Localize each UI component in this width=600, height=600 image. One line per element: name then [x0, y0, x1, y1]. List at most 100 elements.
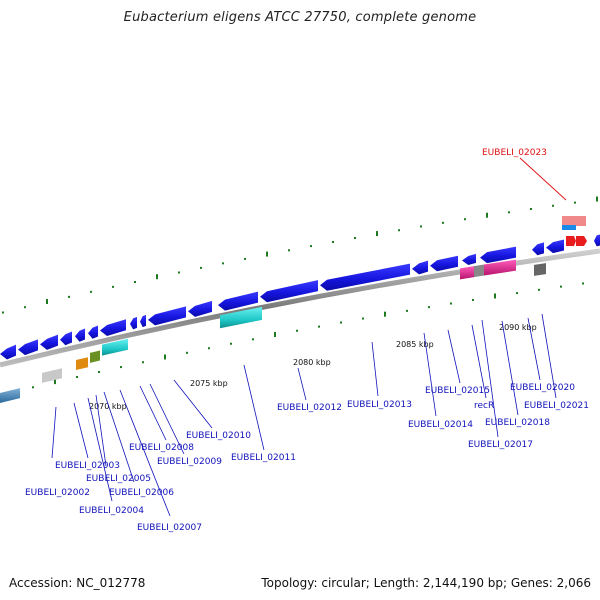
ring-tick	[428, 306, 430, 309]
gene-label[interactable]: EUBELI_02017	[468, 440, 533, 450]
ring-tick	[178, 271, 180, 274]
gene-arrow	[532, 242, 544, 256]
ring-tick	[90, 290, 92, 293]
gene-label[interactable]: EUBELI_02002	[25, 488, 90, 498]
gene-arrow	[566, 236, 576, 246]
gene-arrow	[40, 334, 58, 350]
leader-line	[87, 397, 113, 502]
leader-line	[73, 402, 89, 459]
leader-line	[51, 406, 57, 459]
ring-tick	[574, 201, 576, 204]
ring-tick	[318, 325, 320, 328]
ring-tick	[142, 361, 144, 364]
gene-box	[534, 263, 546, 276]
ring-tick	[46, 298, 48, 304]
leader-line	[423, 332, 437, 417]
gene-box	[460, 266, 474, 280]
gene-arrow	[546, 239, 564, 254]
ring-tick	[552, 204, 554, 207]
leader-line	[447, 329, 461, 384]
gene-label[interactable]: EUBELI_02013	[347, 400, 412, 410]
gene-box	[474, 264, 484, 278]
leader-line	[119, 389, 171, 517]
gene-arrow	[430, 255, 458, 272]
gene-label[interactable]: EUBELI_02018	[485, 418, 550, 428]
gene-arrow	[0, 344, 16, 360]
gene-arrow	[594, 234, 600, 247]
ring-tick	[472, 298, 474, 301]
ring-tick	[134, 280, 136, 283]
gene-label[interactable]: EUBELI_02003	[55, 461, 120, 471]
leader-line	[501, 320, 519, 416]
genome-summary-text: Topology: circular; Length: 2,144,190 bp…	[261, 576, 591, 590]
gene-label[interactable]: EUBELI_02015	[425, 386, 490, 396]
kbp-tick-label: 2070 kbp	[89, 402, 127, 411]
ring-tick	[582, 282, 584, 285]
gene-label[interactable]: EUBELI_02007	[137, 523, 202, 533]
gene-label[interactable]: EUBELI_02005	[86, 474, 151, 484]
leader-line	[95, 394, 107, 467]
ring-tick	[68, 295, 70, 298]
ring-tick	[230, 342, 232, 345]
ring-tick	[406, 309, 408, 312]
gene-arrow	[480, 246, 516, 264]
ring-tick	[442, 221, 444, 224]
gene-arrow	[576, 236, 587, 246]
gene-label[interactable]: EUBELI_02011	[231, 453, 296, 463]
ring-tick	[560, 285, 562, 288]
gene-label[interactable]: EUBELI_02021	[524, 401, 589, 411]
ring-tick	[2, 311, 4, 314]
ring-tick	[112, 285, 114, 288]
ring-tick	[186, 351, 188, 354]
ring-tick	[384, 311, 386, 317]
ring-tick	[420, 225, 422, 228]
leader-line	[371, 341, 379, 397]
ring-tick	[244, 257, 246, 260]
gene-box	[220, 306, 262, 329]
gene-box	[562, 216, 586, 226]
ring-tick	[332, 241, 334, 244]
gene-labels: EUBELI_02002 EUBELI_02003 EUBELI_02004 E…	[25, 148, 589, 533]
gene-arrow	[18, 339, 38, 356]
gene-label[interactable]: EUBELI_02009	[157, 457, 222, 467]
ring-tick	[208, 347, 210, 350]
ring-tick	[76, 376, 78, 379]
ring-tick	[486, 212, 488, 218]
accession-text: Accession: NC_012778	[9, 576, 146, 590]
ring-tick	[24, 306, 26, 309]
gene-features	[0, 216, 600, 403]
ring-tick	[310, 245, 312, 248]
gene-arrow	[75, 328, 85, 342]
leader-line	[471, 324, 487, 399]
kbp-tick-label: 2085 kbp	[396, 340, 434, 349]
gene-label[interactable]: EUBELI_02008	[129, 443, 194, 453]
gene-label[interactable]: EUBELI_02006	[109, 488, 174, 498]
gene-label[interactable]: EUBELI_02012	[277, 403, 342, 413]
ring-tick	[32, 386, 34, 389]
leader-line	[149, 383, 185, 455]
gene-arrow	[260, 280, 318, 303]
kbp-tick-label: 2080 kbp	[293, 358, 331, 367]
leader-line	[541, 313, 557, 399]
ring-tick	[376, 231, 378, 237]
gene-label[interactable]: EUBELI_02014	[408, 420, 473, 430]
gene-label[interactable]: recR	[474, 401, 494, 411]
gene-box	[484, 259, 516, 276]
gene-label[interactable]: EUBELI_02004	[79, 506, 144, 516]
gene-label[interactable]: EUBELI_02010	[186, 431, 251, 441]
ring-tick	[464, 218, 466, 221]
ring-tick	[288, 249, 290, 252]
kbp-tick-label: 2090 kbp	[499, 323, 537, 332]
ring-tick	[274, 332, 276, 338]
ring-tick	[508, 211, 510, 214]
ring-tick	[164, 354, 166, 360]
ring-tick	[340, 321, 342, 324]
kbp-axis: 2070 kbp 2075 kbp 2080 kbp 2085 kbp 2090…	[89, 323, 537, 411]
highlight-gene-label[interactable]: EUBELI_02023	[482, 148, 547, 158]
ring-tick	[450, 302, 452, 305]
gene-label[interactable]: EUBELI_02020	[510, 383, 575, 393]
kbp-tick-label: 2075 kbp	[190, 379, 228, 388]
map-title: Eubacterium eligens ATCC 27750, complete…	[123, 10, 477, 25]
gene-arrow	[88, 325, 98, 339]
gene-arrow	[218, 291, 258, 311]
